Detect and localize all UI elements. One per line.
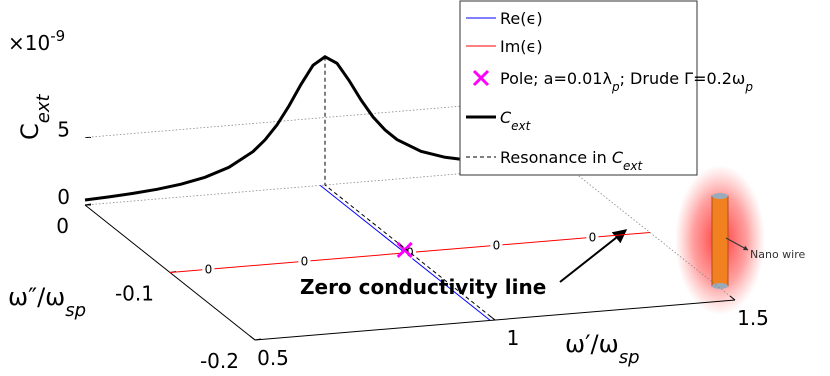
subscript: sp xyxy=(619,347,640,368)
subscript: p xyxy=(744,80,753,94)
contour-label-bg xyxy=(586,228,599,244)
text-part: C xyxy=(500,108,512,127)
z-axis-label: Cext xyxy=(16,94,54,140)
text-part: ; Drude Γ=0.2ω xyxy=(620,69,746,88)
subscript: ext xyxy=(623,159,643,173)
x-tick xyxy=(729,295,736,301)
series-line xyxy=(324,56,496,321)
text-part: ω′/ω xyxy=(565,330,619,358)
legend-label: Pole; a=0.01λp; Drude Γ=0.2ωp xyxy=(500,69,753,94)
contour-label: 0 xyxy=(406,246,414,260)
subscript: ext xyxy=(33,94,54,124)
annotation: Zero conductivity line xyxy=(300,275,546,299)
text-part: Resonance in xyxy=(500,148,612,167)
contour-label: 0 xyxy=(589,230,597,244)
x-tick-label: 1.5 xyxy=(737,306,769,330)
z-tick-label: 0 xyxy=(57,185,70,209)
contour-label-bg xyxy=(490,236,503,252)
exponent-base: ×10 xyxy=(8,31,50,55)
plot-area: 0.511.50-0.1-0.205×10-9Cextω″/ωspω′/ωsp0… xyxy=(8,27,769,373)
nano-wire-label: Nano wire xyxy=(750,248,806,261)
y-tick xyxy=(254,338,262,341)
text-part: Pole; a=0.01λ xyxy=(500,69,612,88)
y-tick-label: -0.2 xyxy=(200,349,239,373)
contour-label-bg xyxy=(298,252,311,268)
annotation-arrow xyxy=(559,229,628,283)
contour-label: 0 xyxy=(205,262,213,276)
pole-marker xyxy=(396,241,413,259)
contour-label-bg xyxy=(202,260,215,276)
text-part: Re(ϵ) xyxy=(500,9,543,28)
subscript: ext xyxy=(511,119,531,133)
x-axis-label: ω′/ωsp xyxy=(565,330,640,368)
z-exponent: ×10-9 xyxy=(8,27,65,55)
z-tick-label: 5 xyxy=(57,118,70,142)
legend-label: Re(ϵ) xyxy=(500,9,543,28)
legend-marker xyxy=(472,69,490,87)
contour-label: 0 xyxy=(301,254,309,268)
contour-label: 0 xyxy=(493,238,501,252)
legend-label: Cext xyxy=(500,108,532,133)
text-part: Im(ϵ) xyxy=(500,37,543,56)
y-tick-label: 0 xyxy=(56,214,69,238)
text-part: ω″/ω xyxy=(8,283,65,311)
exponent-power: -9 xyxy=(50,27,65,45)
text-part: C xyxy=(612,148,624,167)
legend: Re(ϵ)Im(ϵ)Pole; a=0.01λp; Drude Γ=0.2ωpC… xyxy=(459,0,753,176)
legend-label: Resonance in Cext xyxy=(500,148,644,173)
y-tick-label: -0.1 xyxy=(115,282,154,306)
subscript: sp xyxy=(65,300,86,321)
x-tick-label: 0.5 xyxy=(257,346,289,370)
legend-label: Im(ϵ) xyxy=(500,37,543,56)
text-part: C xyxy=(16,123,44,140)
nano-wire xyxy=(675,165,765,315)
x-tick-label: 1 xyxy=(507,326,520,350)
x-tick xyxy=(249,335,256,341)
subscript: p xyxy=(611,80,620,94)
y-axis-label: ω″/ωsp xyxy=(8,283,86,321)
